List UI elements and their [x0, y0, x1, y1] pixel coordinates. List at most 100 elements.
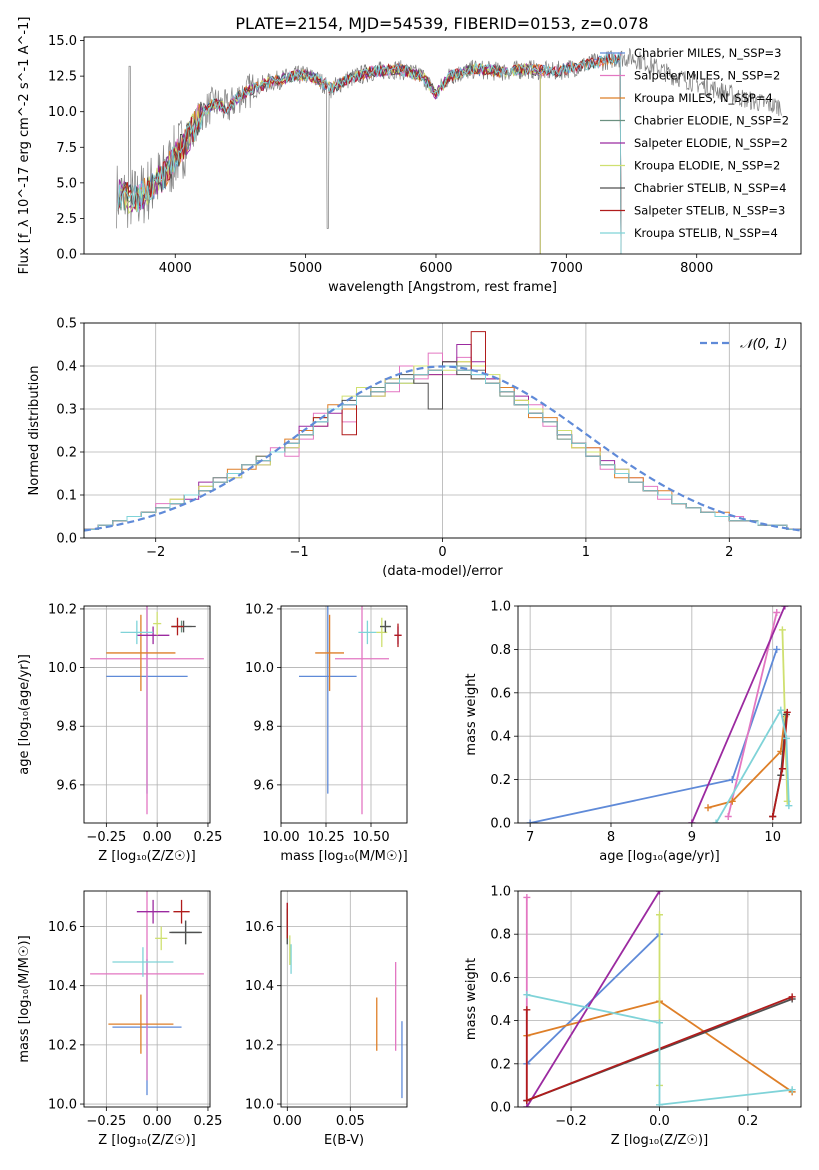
age-mass-axes: 10.00 10.25 10.50 9.6 9.8 10.0 10.2 mass [log₁₀…	[245, 602, 408, 864]
weight-age-series-marker	[782, 734, 790, 742]
weight-z-series-marker	[656, 1101, 663, 1107]
weight-z-series-marker	[523, 991, 531, 999]
mass-z-point	[169, 920, 202, 945]
weight-z-series-marker	[656, 911, 663, 919]
spectrum-y-tick-label: 2.5	[56, 212, 77, 227]
age-z-point	[153, 611, 162, 636]
spectrum-model-line	[117, 52, 622, 254]
mass-ebv-frame	[280, 890, 408, 1108]
spectrum-legend-label: Salpeter MILES, N_SSP=2	[634, 69, 780, 83]
spectrum-observed-line	[116, 48, 782, 229]
weight-age-plot-area	[526, 606, 793, 823]
weight-z-series-marker	[523, 1097, 531, 1105]
residuals-y-tick-label: 0.3	[56, 403, 77, 418]
spectrum-legend-label: Salpeter STELIB, N_SSP=3	[634, 204, 785, 218]
mass-ebv-x-tick-label: 0.05	[336, 1114, 365, 1129]
age-mass-x-tick-label: 10.50	[352, 830, 389, 845]
residuals-frame	[83, 322, 802, 539]
mass-z-plot-area	[90, 891, 204, 1096]
age-mass-point	[394, 623, 402, 648]
weight-z-series-marker	[788, 993, 796, 1001]
mass-z-x-tick-label: 0.25	[193, 1114, 222, 1129]
age-z-y-tick-label: 9.8	[56, 720, 77, 735]
weight-age-y-tick-label: 1.0	[490, 600, 511, 615]
age-z-x-tick-label: −0.25	[86, 830, 126, 845]
weight-z-series-marker	[523, 1103, 531, 1107]
weight-age-series-line	[707, 716, 786, 809]
weight-age-series-marker	[778, 626, 786, 634]
spectrum-y-axis-label: Flux [f_λ 10^-17 erg cm^-2 s^-1 A^-1]	[17, 17, 32, 275]
weight-z-series-marker	[656, 891, 663, 895]
spectrum-axes: 4000 5000 6000 7000 8000 0.0 2.5 5.0 7.5 10.0 12.5…	[17, 17, 713, 295]
weight-z-y-tick-label: 0.8	[490, 928, 511, 943]
mass-ebv-plot-area	[286, 902, 403, 1099]
spectrum-x-tick-label: 5000	[289, 261, 322, 276]
weight-age-series-line	[781, 629, 789, 802]
mass-z-point	[90, 891, 204, 1081]
spectrum-legend-label: Salpeter ELODIE, N_SSP=2	[634, 136, 788, 150]
spectrum-y-tick-label: 10.0	[48, 105, 77, 120]
spectrum-model-line	[117, 54, 622, 254]
weight-age-series-marker	[778, 765, 786, 773]
age-mass-x-tick-label: 10.00	[262, 830, 299, 845]
age-mass-y-tick-label: 9.6	[253, 778, 274, 793]
spectrum-model-line	[117, 53, 622, 254]
weight-z-plot-area	[523, 891, 796, 1107]
residuals-plot-area	[84, 331, 801, 538]
mass-ebv-y-tick-label: 10.6	[245, 920, 274, 935]
residuals-x-axis-label: (data-model)/error	[382, 564, 503, 579]
weight-age-series-marker	[724, 812, 732, 820]
weight-z-x-tick-label: 0.2	[738, 1114, 759, 1129]
weight-age-x-tick-label: 9	[688, 830, 696, 845]
weight-age-x-axis-label: age [log₁₀(age/yr)]	[599, 849, 720, 864]
weight-age-y-tick-label: 0.4	[490, 730, 511, 745]
weight-z-series-line	[526, 891, 661, 1107]
age-z-point	[106, 614, 176, 692]
weight-age-series-marker	[769, 812, 777, 820]
mass-z-x-tick-label: −0.25	[86, 1114, 126, 1129]
weight-age-y-tick-label: 0.8	[490, 643, 511, 658]
age-z-point	[90, 606, 204, 815]
weight-age-y-tick-label: 0.0	[490, 817, 511, 832]
weight-z-y-axis-label: mass weight	[464, 958, 479, 1040]
mass-z-axes: −0.25 0.00 0.25 10.0 10.2 10.4 10.6 Z [log₁₀(Z/…	[17, 891, 222, 1148]
mass-ebv-axes: 0.00 0.05 10.0 10.2 10.4 10.6 E(B-V)	[245, 891, 407, 1148]
spectrum-x-tick-label: 6000	[419, 261, 452, 276]
mass-z-point	[112, 947, 174, 977]
age-z-frame	[83, 605, 211, 824]
weight-age-series-marker	[783, 708, 791, 716]
spectrum-plot-area	[116, 48, 782, 254]
weight-z-series-marker	[656, 1019, 663, 1027]
residuals-x-tick-label: −1	[290, 545, 309, 560]
age-z-y-tick-label: 9.6	[56, 778, 77, 793]
weight-age-series-marker	[773, 609, 781, 617]
age-mass-frame	[280, 605, 408, 824]
age-z-x-tick-label: 0.25	[193, 830, 222, 845]
mass-z-x-axis-label: Z [log₁₀(Z/Z☉)]	[98, 1133, 195, 1148]
spectrum-x-axis-label: wavelength [Angstrom, rest frame]	[328, 280, 557, 295]
mass-ebv-y-tick-label: 10.4	[245, 979, 274, 994]
weight-age-frame	[517, 605, 802, 824]
spectrum-legend-label: Chabrier MILES, N_SSP=3	[634, 46, 781, 60]
residuals-y-tick-label: 0.2	[56, 446, 77, 461]
age-mass-point	[335, 606, 389, 815]
age-z-x-tick-label: 0.00	[143, 830, 172, 845]
spectrum-x-tick-label: 7000	[550, 261, 583, 276]
spectrum-x-tick-label: 4000	[159, 261, 192, 276]
weight-age-series-line	[690, 606, 786, 823]
mass-ebv-x-axis-label: E(B-V)	[324, 1133, 364, 1148]
age-z-point	[120, 620, 154, 645]
residuals-y-tick-label: 0.4	[56, 360, 77, 375]
mass-z-point	[108, 994, 174, 1054]
spectrum-legend-label: Chabrier ELODIE, N_SSP=2	[634, 114, 789, 128]
spectrum-legend-label: Chabrier STELIB, N_SSP=4	[634, 181, 786, 195]
weight-z-y-tick-label: 0.6	[490, 971, 511, 986]
weight-z-series-marker	[523, 1006, 531, 1014]
weight-age-series-line	[715, 707, 790, 823]
residuals-x-tick-label: 2	[725, 545, 733, 560]
mass-z-y-tick-label: 10.0	[48, 1098, 77, 1113]
age-z-point	[136, 626, 170, 645]
weight-age-series-marker	[704, 804, 712, 812]
mass-z-y-tick-label: 10.2	[48, 1038, 77, 1053]
